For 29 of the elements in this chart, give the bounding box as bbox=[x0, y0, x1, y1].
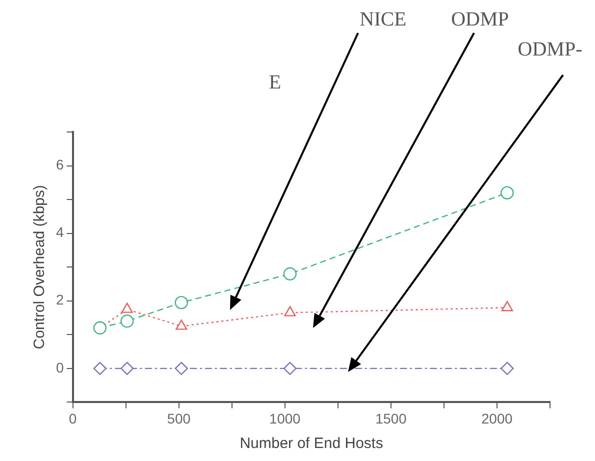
x-tick-label: 2000 bbox=[481, 410, 513, 426]
point bbox=[501, 301, 513, 312]
x-tick-label: 1500 bbox=[375, 410, 407, 426]
x-tick-label: 500 bbox=[167, 410, 191, 426]
x-tick-label: 0 bbox=[68, 410, 77, 426]
y-tick-label: 6 bbox=[56, 156, 64, 173]
point bbox=[283, 267, 297, 280]
text: ODMP bbox=[451, 8, 509, 30]
point bbox=[500, 186, 514, 200]
y-axis-title: Control Overhead (kbps) bbox=[31, 184, 48, 350]
point bbox=[93, 362, 107, 376]
point bbox=[284, 306, 296, 316]
text: ODMP- bbox=[518, 38, 582, 60]
x-tick-label: 1000 bbox=[269, 410, 301, 426]
point bbox=[283, 362, 297, 376]
point bbox=[174, 296, 188, 310]
point bbox=[121, 302, 133, 313]
y-tick-label: 0 bbox=[56, 359, 64, 376]
x-axis-title: Number of End Hosts bbox=[240, 435, 384, 452]
point bbox=[120, 362, 134, 376]
y-tick-label: 4 bbox=[56, 224, 64, 240]
text: NICE bbox=[360, 8, 406, 30]
point bbox=[93, 321, 107, 334]
point bbox=[120, 314, 134, 328]
y-tick-label: 2 bbox=[56, 292, 64, 308]
point bbox=[500, 362, 514, 376]
point bbox=[174, 362, 188, 376]
point bbox=[176, 320, 188, 330]
text: E bbox=[268, 71, 282, 94]
